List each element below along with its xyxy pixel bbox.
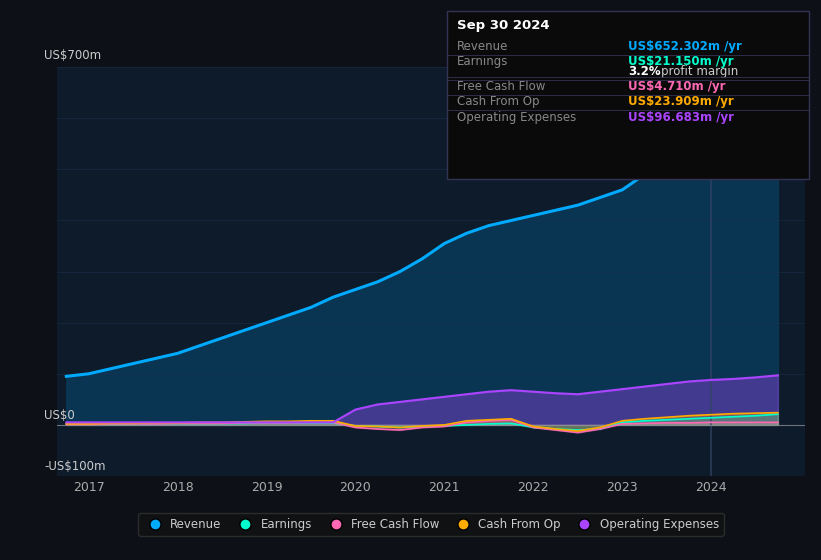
Text: profit margin: profit margin — [661, 65, 738, 78]
Text: -US$100m: -US$100m — [44, 460, 106, 473]
Text: US$700m: US$700m — [44, 49, 101, 62]
Text: Earnings: Earnings — [457, 55, 509, 68]
Text: US$0: US$0 — [44, 409, 75, 422]
Text: 3.2%: 3.2% — [628, 65, 661, 78]
Text: Cash From Op: Cash From Op — [457, 95, 539, 109]
Text: US$96.683m /yr: US$96.683m /yr — [628, 110, 734, 124]
Text: Free Cash Flow: Free Cash Flow — [457, 80, 546, 94]
Text: US$652.302m /yr: US$652.302m /yr — [628, 40, 742, 53]
Legend: Revenue, Earnings, Free Cash Flow, Cash From Op, Operating Expenses: Revenue, Earnings, Free Cash Flow, Cash … — [139, 513, 723, 535]
Text: US$4.710m /yr: US$4.710m /yr — [628, 80, 726, 94]
Text: Operating Expenses: Operating Expenses — [457, 110, 576, 124]
Text: US$21.150m /yr: US$21.150m /yr — [628, 55, 734, 68]
Text: Sep 30 2024: Sep 30 2024 — [457, 18, 550, 32]
Text: US$23.909m /yr: US$23.909m /yr — [628, 95, 734, 109]
Text: Revenue: Revenue — [457, 40, 509, 53]
